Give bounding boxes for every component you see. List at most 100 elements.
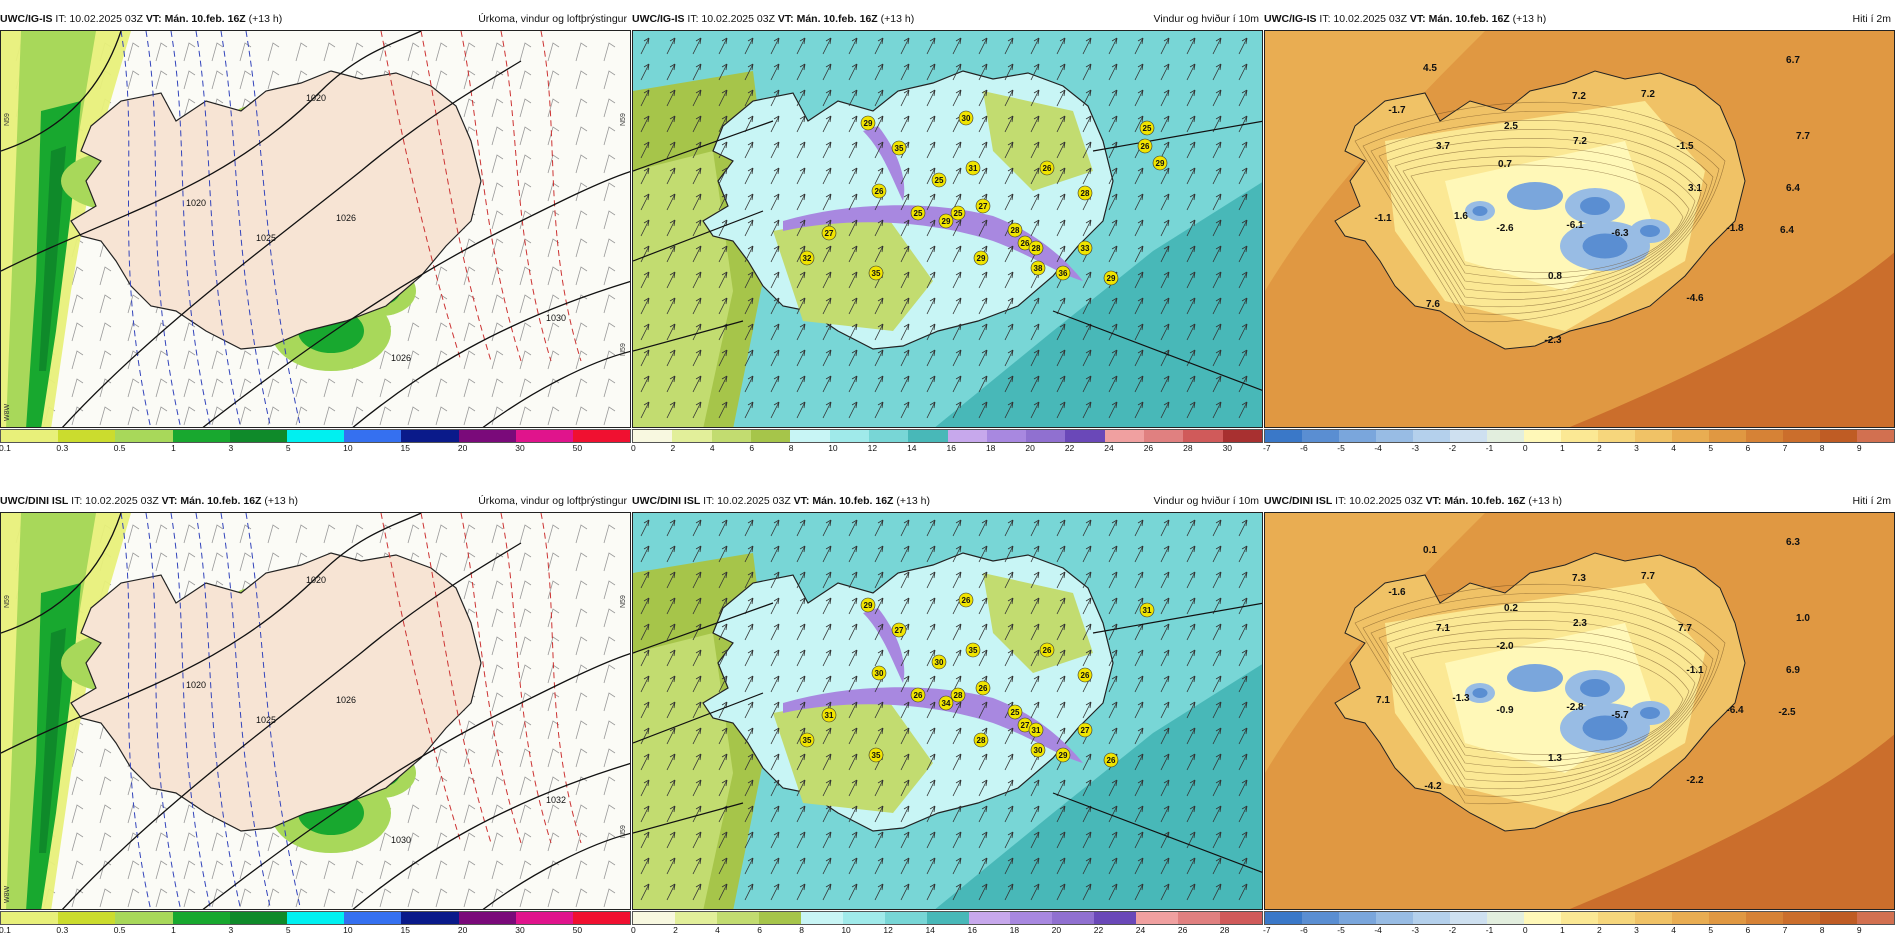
gust-value: 29 [977, 254, 986, 263]
color-scale-ticks: -7 -6 -5 -4 -3 -2 -1 0 1 2 3 4 5 6 7 8 9 [1263, 925, 1895, 937]
scale-tick-label: 18 [985, 443, 996, 453]
temperature-value: -5.7 [1611, 710, 1629, 721]
forecast-map: 0.1 6.3 -1.6 0.2 7.3 7.7 7.1 2.3 7.7 1.0 -2.0 -1.1 6… [1264, 512, 1895, 910]
wind-panel-row-2: UWC/DINI ISL IT: 10.02.2025 03Z VT: Mán.… [631, 492, 1263, 952]
temperature-value: 1.3 [1548, 753, 1562, 764]
isobar-label: 1025 [256, 233, 276, 243]
color-scale-ticks: 0 2 4 6 8 10 12 14 16 18 20 22 24 26 28 [631, 925, 1263, 937]
gust-value: 30 [935, 658, 944, 667]
scale-tick-label: 1 [171, 925, 176, 935]
temperature-value: 7.7 [1641, 571, 1655, 582]
lat-label: N59 [4, 113, 11, 126]
scale-tick-label: 6 [757, 925, 762, 935]
color-scale-segment [1302, 430, 1339, 442]
gust-value: 28 [954, 691, 963, 700]
gust-value: 31 [825, 711, 834, 720]
forecast-map: 1020 1020 1025 1026 1030 1032 N59 N59 N59 W8W [0, 512, 631, 910]
precip-panel-row-1: UWC/IG-IS IT: 10.02.2025 03Z VT: Mán. 10… [0, 10, 631, 470]
scale-tick-label: 8 [799, 925, 804, 935]
color-scale-segment [1413, 912, 1450, 924]
scale-tick-label: 18 [1009, 925, 1020, 935]
temperature-value: -2.3 [1544, 335, 1562, 346]
color-scale-segment [401, 430, 459, 442]
issue-time: IT: 10.02.2025 03Z [1335, 495, 1423, 507]
color-scale-bar [0, 911, 631, 925]
color-scale-bar [1264, 911, 1895, 925]
valid-time-label: VT: [161, 495, 178, 507]
gust-value: 31 [1032, 726, 1041, 735]
scale-tick-label: 0.5 [113, 443, 126, 453]
color-scale-segment [1339, 912, 1376, 924]
color-scale-segment [711, 430, 751, 442]
temperature-labels: 4.5 6.7 -1.7 2.5 7.2 7.2 3.7 7.2 -1.5 7.7 0.7 3.1 6.… [1374, 55, 1810, 346]
color-scale-segment [1010, 912, 1053, 924]
gust-value: 32 [803, 254, 812, 263]
color-scale-segment [1136, 912, 1179, 924]
gust-value: 30 [962, 114, 971, 123]
temperature-value: 6.4 [1780, 225, 1794, 236]
gust-value: 25 [1011, 708, 1020, 717]
color-scale-segment [1820, 430, 1857, 442]
gust-labels: 2926273530262628262527263034313535283029… [799, 592, 1155, 768]
scale-tick-label: 4 [1671, 925, 1677, 935]
color-scale-segment [716, 912, 759, 924]
scale-tick-label: 5 [1708, 443, 1714, 453]
temperature-value: -1.6 [1388, 587, 1406, 598]
color-scale-segment [172, 430, 230, 442]
gust-value: 33 [1081, 244, 1090, 253]
valid-time: Mán. 10.feb. 16Z [1428, 13, 1510, 25]
color-scale-segment [1, 430, 59, 442]
gust-value: 26 [979, 684, 988, 693]
color-scale-segment [1376, 430, 1413, 442]
gust-value: 27 [825, 229, 834, 238]
color-scale-segment [1265, 430, 1302, 442]
forecast-offset: (+13 h) [264, 495, 298, 507]
isobar-label: 1030 [391, 835, 411, 845]
model-name: UWC/IG-IS [0, 13, 53, 25]
gust-value: 29 [942, 217, 951, 226]
gust-value: 27 [895, 626, 904, 635]
temperature-value: 3.7 [1436, 141, 1450, 152]
panel-title: UWC/DINI ISL IT: 10.02.2025 03Z VT: Mán.… [1264, 492, 1895, 510]
temperature-value: 7.2 [1573, 136, 1587, 147]
scale-tick-label: 0.1 [0, 443, 11, 453]
temperature-value: -6.3 [1611, 228, 1629, 239]
scale-tick-label: 10 [343, 443, 353, 453]
gust-value: 26 [875, 187, 884, 196]
temperature-value: -2.6 [1496, 223, 1514, 234]
color-scale-segment [1302, 912, 1339, 924]
wind-panel-row-1: UWC/IG-IS IT: 10.02.2025 03Z VT: Mán. 10… [631, 10, 1263, 470]
color-scale-segment [1709, 912, 1746, 924]
temperature-value: -1.7 [1388, 105, 1406, 116]
scale-tick-label: 10 [841, 925, 851, 935]
color-scale-ticks: -7 -6 -5 -4 -3 -2 -1 0 1 2 3 4 5 6 7 8 9 [1263, 443, 1895, 455]
color-scale-segment [115, 912, 173, 924]
temperature-value: 0.2 [1504, 603, 1518, 614]
temperature-value: 6.3 [1786, 537, 1800, 548]
scale-tick-label: 0 [1522, 443, 1528, 453]
color-scale-segment [947, 430, 987, 442]
color-scale-segment [1598, 912, 1635, 924]
color-scale-segment [1104, 430, 1145, 442]
gust-value: 28 [1081, 189, 1090, 198]
valid-time: Mán. 10.feb. 16Z [796, 13, 878, 25]
scale-tick-label: 50 [572, 925, 583, 935]
scale-tick-label: 7 [1782, 925, 1788, 935]
issue-time: IT: 10.02.2025 03Z [687, 13, 775, 25]
scale-tick-label: 14 [907, 443, 917, 453]
scale-tick-label: 3 [1634, 443, 1639, 453]
gust-value: 25 [935, 176, 944, 185]
field-name: Úrkoma, vindur og loftþrýstingur [478, 13, 627, 25]
color-scale-segment [1561, 912, 1598, 924]
scale-tick-label: 5 [285, 925, 291, 935]
gust-value: 35 [872, 269, 881, 278]
color-scale-segment [968, 912, 1011, 924]
color-scale-segment [1672, 912, 1709, 924]
scale-tick-label: 0.3 [56, 443, 69, 453]
temperature-value: -2.8 [1566, 702, 1584, 713]
color-scale-segment [1672, 430, 1709, 442]
color-scale-segment [515, 430, 573, 442]
valid-time: Mán. 10.feb. 16Z [164, 13, 246, 25]
scale-tick-label: 0.5 [113, 925, 126, 935]
scale-tick-label: -5 [1337, 925, 1345, 935]
